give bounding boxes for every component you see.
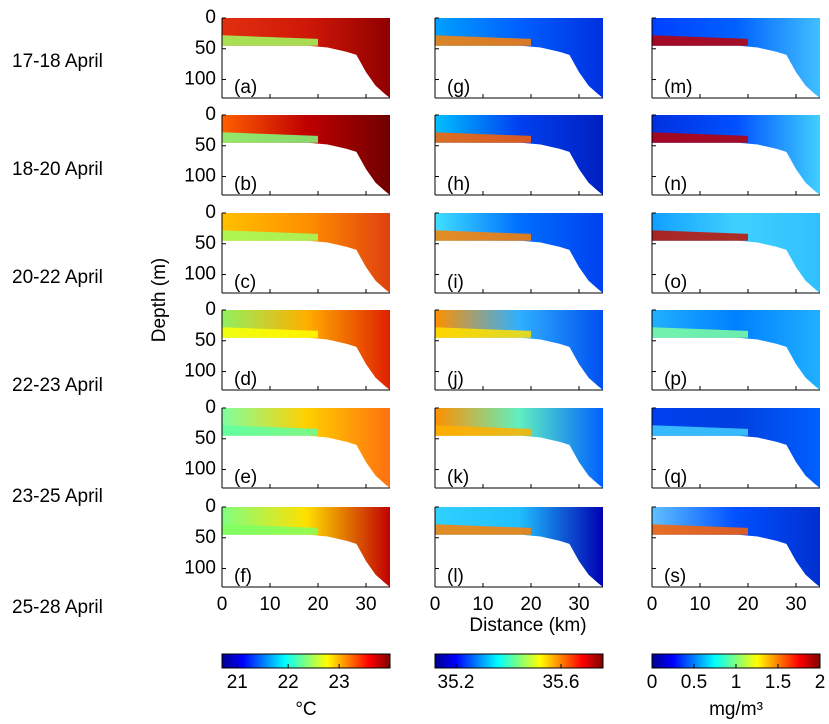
layer — [652, 327, 748, 338]
layer — [435, 230, 531, 241]
panel-label: (g) — [447, 77, 470, 98]
x-tick-label: 20 — [737, 594, 758, 615]
layer — [652, 524, 748, 535]
row-label: 22-23 April — [12, 375, 103, 396]
layer — [652, 425, 748, 436]
colorbar-unit: °C — [295, 699, 316, 720]
panel-label: (e) — [234, 467, 257, 488]
panel-label: (o) — [664, 272, 687, 293]
panel-label: (b) — [234, 174, 257, 195]
layer — [435, 524, 531, 535]
colorbar — [434, 653, 604, 669]
layer — [222, 230, 318, 241]
row-label: 20-22 April — [12, 267, 103, 288]
panel-label: (n) — [664, 174, 687, 195]
panel-label: (c) — [234, 272, 256, 293]
x-tick-label: 10 — [689, 594, 710, 615]
panel-label: (s) — [664, 566, 686, 587]
x-tick-label: 30 — [355, 594, 376, 615]
colorbar-tick-label: 35.2 — [438, 672, 475, 693]
y-tick-label: 100 — [184, 361, 216, 382]
layer — [435, 132, 531, 143]
layer — [222, 327, 318, 338]
y-tick-label: 50 — [195, 38, 216, 59]
panel-label: (a) — [234, 77, 257, 98]
layer — [222, 35, 318, 46]
panel-label: (d) — [234, 369, 257, 390]
colorbar-tick-label: 1.5 — [765, 672, 791, 693]
x-tick-label: 30 — [785, 594, 806, 615]
y-tick-label: 100 — [184, 264, 216, 285]
y-axis-label: Depth (m) — [149, 258, 170, 342]
x-tick-label: 0 — [430, 594, 441, 615]
y-tick-label: 0 — [205, 496, 216, 517]
x-tick-label: 10 — [259, 594, 280, 615]
y-tick-label: 0 — [205, 7, 216, 28]
panel-label: (k) — [447, 467, 469, 488]
colorbar-tick-label: 21 — [227, 672, 248, 693]
y-tick-label: 0 — [205, 104, 216, 125]
y-tick-label: 0 — [205, 202, 216, 223]
panel-label: (q) — [664, 467, 687, 488]
y-tick-label: 50 — [195, 233, 216, 254]
x-tick-label: 0 — [217, 594, 228, 615]
x-tick-label: 30 — [568, 594, 589, 615]
y-tick-label: 50 — [195, 527, 216, 548]
colorbar — [221, 653, 391, 669]
colorbar-tick-label: 2 — [815, 672, 826, 693]
y-tick-label: 50 — [195, 135, 216, 156]
layer — [435, 327, 531, 338]
layer — [222, 524, 318, 535]
row-label: 25-28 April — [12, 597, 103, 618]
y-tick-label: 0 — [205, 299, 216, 320]
colorbar-tick-label: 35.6 — [543, 672, 580, 693]
layer — [652, 132, 748, 143]
layer — [435, 425, 531, 436]
x-tick-label: 0 — [647, 594, 658, 615]
row-label: 23-25 April — [12, 486, 103, 507]
row-label: 17-18 April — [12, 51, 103, 72]
y-tick-label: 100 — [184, 459, 216, 480]
panel-label: (h) — [447, 174, 470, 195]
layer — [652, 35, 748, 46]
colorbar-tick-label: 23 — [329, 672, 350, 693]
y-tick-label: 50 — [195, 428, 216, 449]
y-tick-label: 100 — [184, 558, 216, 579]
layer — [222, 132, 318, 143]
colorbar-tick-label: 22 — [278, 672, 299, 693]
panel-label: (p) — [664, 369, 687, 390]
y-tick-label: 100 — [184, 166, 216, 187]
panel-label: (j) — [447, 369, 464, 390]
colorbar-tick-label: 1 — [731, 672, 742, 693]
panel-label: (m) — [664, 77, 692, 98]
layer — [652, 230, 748, 241]
colorbar-tick-label: 0.5 — [681, 672, 707, 693]
x-axis-label: Distance (km) — [469, 615, 586, 636]
panel-label: (i) — [447, 272, 464, 293]
x-tick-label: 20 — [307, 594, 328, 615]
y-tick-label: 100 — [184, 69, 216, 90]
x-tick-label: 20 — [520, 594, 541, 615]
row-label: 18-20 April — [12, 159, 103, 180]
panel-label: (l) — [447, 566, 464, 587]
colorbar-tick-label: 0 — [647, 672, 658, 693]
x-tick-label: 10 — [472, 594, 493, 615]
panel-label: (f) — [234, 566, 252, 587]
layer — [435, 35, 531, 46]
y-tick-label: 0 — [205, 397, 216, 418]
colorbar-unit: mg/m³ — [709, 699, 763, 720]
layer — [222, 425, 318, 436]
y-tick-label: 50 — [195, 330, 216, 351]
